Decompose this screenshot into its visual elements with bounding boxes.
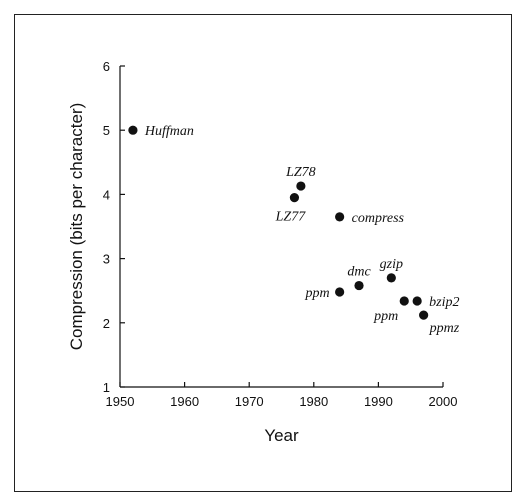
x-tick-label: 2000 [429, 394, 458, 409]
data-point [419, 310, 429, 320]
point-label: LZ77 [275, 210, 307, 225]
point-label: bzip2 [429, 295, 459, 310]
data-point [354, 280, 364, 291]
y-ticks: 1 2 3 4 5 6 [103, 59, 125, 395]
x-tick-label: 1990 [364, 394, 393, 409]
point-label: ppm [305, 286, 330, 301]
point-label: LZ78 [285, 165, 316, 180]
x-axis-title: Year [264, 426, 299, 445]
x-tick-label: 1980 [299, 394, 328, 409]
point-label: ppm [373, 309, 398, 324]
y-tick-label: 5 [103, 123, 110, 138]
data-point [128, 125, 138, 135]
point-label: gzip [380, 257, 403, 272]
y-tick-label: 4 [103, 187, 110, 202]
data-point [412, 296, 422, 306]
x-tick-label: 1950 [106, 394, 135, 409]
axes [119, 66, 443, 388]
data-point [386, 273, 396, 283]
x-ticks: 1950 1960 1970 1980 1990 2000 [106, 382, 458, 409]
x-tick-label: 1970 [235, 394, 264, 409]
y-tick-label: 2 [103, 316, 110, 331]
data-point [289, 193, 300, 203]
data-point [335, 212, 345, 222]
y-axis-title: Compression (bits per character) [67, 103, 86, 351]
data-point [296, 181, 306, 191]
data-point [399, 296, 409, 306]
y-tick-label: 6 [103, 59, 110, 74]
data-point [335, 287, 345, 297]
point-label: compress [352, 211, 405, 226]
y-tick-label: 3 [103, 252, 110, 267]
point-label: ppmz [429, 321, 460, 336]
y-tick-label: 1 [103, 380, 110, 395]
point-label: dmc [347, 265, 371, 280]
point-label: Huffman [144, 124, 194, 139]
x-tick-label: 1960 [170, 394, 199, 409]
figure-frame [14, 14, 512, 492]
